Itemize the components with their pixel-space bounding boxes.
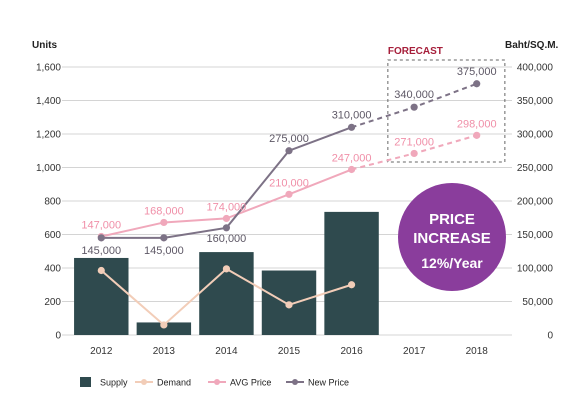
new-price-point bbox=[160, 234, 168, 242]
avg-price-point bbox=[285, 190, 293, 198]
avg-price-data-label: 210,000 bbox=[269, 177, 309, 189]
right-tick-label: 150,000 bbox=[517, 230, 554, 241]
new-price-data-label: 145,000 bbox=[81, 245, 121, 257]
avg-price-point bbox=[410, 149, 418, 158]
x-tick-label: 2016 bbox=[340, 346, 363, 357]
supply-bar bbox=[324, 211, 379, 335]
forecast-region: FORECAST bbox=[387, 46, 506, 163]
supply-bar bbox=[199, 252, 254, 335]
left-tick-label: 1,200 bbox=[36, 130, 61, 141]
legend-marker-demand bbox=[141, 379, 147, 385]
badge-line-3: 12%/Year bbox=[421, 255, 483, 271]
left-tick-label: 800 bbox=[44, 197, 61, 208]
avg-price-data-label: 247,000 bbox=[332, 153, 372, 165]
new-price-data-label: 160,000 bbox=[207, 233, 247, 245]
left-tick-label: 0 bbox=[55, 331, 61, 342]
right-tick-label: 50,000 bbox=[522, 297, 553, 308]
legend: Supply Demand AVG Price New Price bbox=[80, 377, 349, 388]
legend-marker-avg-price bbox=[214, 379, 220, 385]
right-tick-label: 250,000 bbox=[517, 163, 554, 174]
new-price-data-label: 340,000 bbox=[394, 89, 434, 101]
demand-point bbox=[347, 281, 356, 289]
x-tick-label: 2014 bbox=[215, 346, 238, 357]
avg-price-data-label: 271,000 bbox=[394, 136, 434, 148]
avg-price-point bbox=[222, 214, 231, 223]
badge-circle bbox=[398, 183, 506, 291]
data-labels: 147,000 168,000 174,000 210,000 247,000 271,0… bbox=[81, 66, 496, 257]
legend-label-demand: Demand bbox=[157, 378, 191, 388]
demand-point bbox=[97, 266, 105, 275]
demand-point bbox=[222, 265, 231, 273]
new-price-point bbox=[97, 234, 105, 242]
left-axis-title: Units bbox=[32, 40, 57, 51]
badge-line-2: INCREASE bbox=[413, 230, 491, 247]
demand-point bbox=[285, 301, 293, 309]
left-tick-label: 200 bbox=[44, 297, 61, 308]
left-tick-label: 400 bbox=[44, 264, 61, 275]
legend-label-new-price: New Price bbox=[308, 378, 349, 388]
legend-label-avg-price: AVG Price bbox=[230, 378, 271, 388]
new-price-data-label: 310,000 bbox=[332, 109, 372, 121]
new-price-data-label: 275,000 bbox=[269, 133, 309, 145]
new-price-point bbox=[222, 224, 231, 232]
avg-price-point bbox=[347, 165, 356, 174]
left-axis-ticks: 0 200 400 600 800 1,000 1,200 1,400 1,600 bbox=[36, 63, 61, 342]
left-tick-label: 600 bbox=[44, 230, 61, 241]
x-tick-label: 2017 bbox=[403, 346, 426, 357]
x-tick-label: 2012 bbox=[90, 346, 113, 357]
legend-marker-new-price bbox=[292, 379, 298, 385]
right-axis-title: Baht/SQ.M. bbox=[505, 40, 559, 51]
right-tick-label: 100,000 bbox=[517, 264, 554, 275]
legend-swatch-supply bbox=[80, 377, 91, 387]
demand-point bbox=[160, 321, 168, 329]
right-tick-label: 0 bbox=[547, 331, 553, 342]
x-axis-ticks: 2012 2013 2014 2015 2016 2017 2018 bbox=[90, 346, 488, 357]
left-tick-label: 1,600 bbox=[36, 63, 61, 74]
x-tick-label: 2015 bbox=[278, 346, 301, 357]
avg-price-point bbox=[473, 131, 481, 139]
new-price-point bbox=[473, 80, 481, 88]
x-tick-label: 2018 bbox=[466, 346, 489, 357]
left-tick-label: 1,000 bbox=[36, 163, 61, 174]
avg-price-data-label: 147,000 bbox=[81, 220, 121, 232]
right-tick-label: 300,000 bbox=[517, 130, 554, 141]
right-axis-ticks: 0 50,000 100,000 150,000 200,000 250,000 300,0… bbox=[517, 63, 554, 342]
avg-price-data-label: 168,000 bbox=[144, 205, 184, 217]
new-price-point bbox=[285, 147, 293, 155]
new-price-point bbox=[347, 123, 356, 131]
right-tick-label: 350,000 bbox=[517, 96, 554, 107]
new-price-point bbox=[410, 103, 418, 111]
new-price-data-label: 145,000 bbox=[144, 245, 184, 257]
series-points bbox=[97, 80, 481, 329]
avg-price-point bbox=[160, 218, 168, 227]
legend-label-supply: Supply bbox=[100, 378, 128, 388]
right-tick-label: 200,000 bbox=[517, 197, 554, 208]
price-increase-badge: PRICE INCREASE 12%/Year bbox=[398, 183, 506, 291]
right-tick-label: 400,000 bbox=[517, 63, 554, 74]
forecast-label: FORECAST bbox=[388, 46, 443, 57]
forecast-box bbox=[387, 59, 506, 163]
x-tick-label: 2013 bbox=[153, 346, 176, 357]
avg-price-data-label: 174,000 bbox=[207, 201, 247, 213]
avg-price-data-label: 298,000 bbox=[457, 118, 497, 130]
new-price-data-label: 375,000 bbox=[457, 66, 497, 78]
badge-line-1: PRICE bbox=[429, 211, 475, 228]
supply-bar bbox=[136, 322, 192, 335]
left-tick-label: 1,400 bbox=[36, 96, 61, 107]
